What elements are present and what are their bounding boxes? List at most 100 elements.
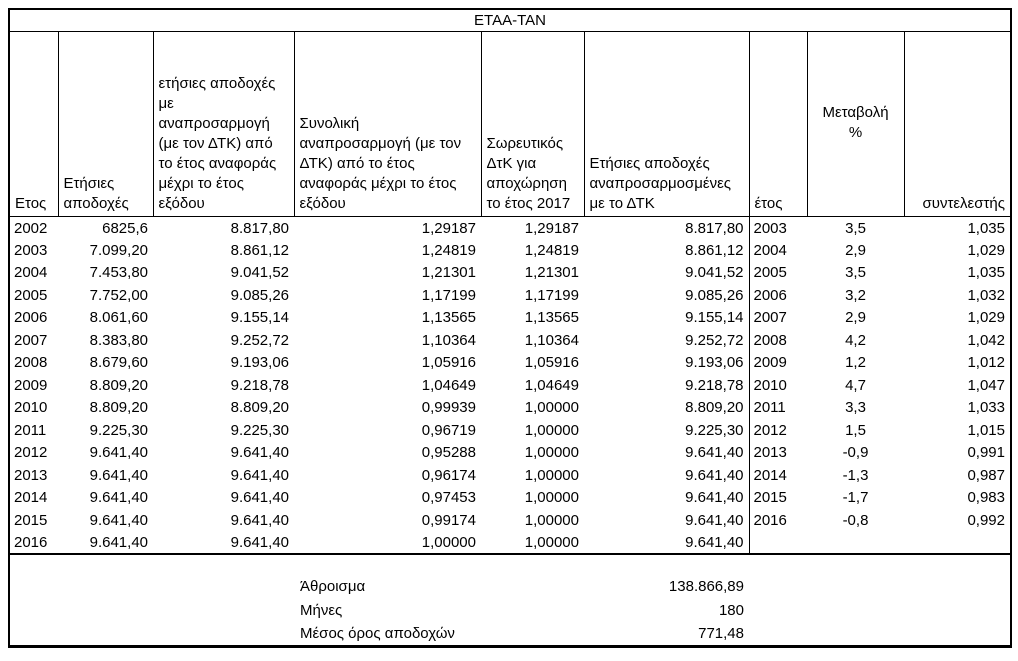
cell-readjusted-earnings: 8.817,80 (685, 219, 744, 237)
cell-adjusted-earnings: 9.641,40 (230, 511, 289, 529)
cell-cumulative-dtk: 1,00000 (524, 489, 579, 507)
cell-annual-earnings: 8.061,60 (89, 309, 148, 327)
cell-cumulative-dtk: 1,00000 (524, 511, 579, 529)
cell-annual-earnings: 7.099,20 (89, 241, 148, 259)
header-annual-earnings: Ετήσιες αποδοχές (57, 31, 154, 217)
cell-total-adjustment: 0,99939 (421, 399, 476, 417)
cell-annual-earnings: 8.679,60 (89, 354, 148, 372)
cell-cumulative-dtk: 1,21301 (524, 264, 579, 282)
summary-row-sum: Άθροισμα 138.866,89 (9, 574, 1011, 598)
header-right-year: έτος (748, 31, 808, 217)
cell-change-percent: 2,9 (845, 309, 866, 327)
cell-year: 2004 (14, 264, 48, 282)
cell-change-percent: 1,2 (845, 354, 866, 372)
cell-year: 2005 (14, 286, 48, 304)
cell-change-percent (807, 531, 904, 555)
cell-right-year: 2010 (748, 374, 807, 397)
summary-value: 180 (718, 601, 744, 619)
cell-total-adjustment: 1,13565 (421, 309, 476, 327)
spreadsheet-page: ΕΤΑΑ-ΤΑΝ Ετος Ετήσιες αποδοχές ετήσιες α… (0, 8, 1018, 661)
cell-total-adjustment: 0,96719 (421, 421, 476, 439)
cell-right-year: 2005 (748, 261, 807, 284)
table-row: 2002 6825,6 8.817,80 1,29187 1,29187 8.817,80… (9, 216, 1011, 239)
header-adjusted-earnings: ετήσιες αποδοχές με αναπροσαρμογή (με το… (152, 31, 295, 217)
header-total-adjustment: Συνολική αναπροσαρμογή (με τον ΔΤΚ) από … (293, 31, 482, 217)
cell-readjusted-earnings: 9.155,14 (685, 309, 744, 327)
summary-spacer-row (9, 554, 1011, 574)
table-row: 2011 9.225,30 9.225,30 0,96719 1,00000 9.225,… (9, 419, 1011, 442)
cell-change-percent: 2,9 (845, 241, 866, 259)
cell-cumulative-dtk: 1,00000 (524, 421, 579, 439)
cell-readjusted-earnings: 8.809,20 (685, 399, 744, 417)
cell-year: 2016 (9, 531, 58, 555)
cell-cumulative-dtk: 1,24819 (524, 241, 579, 259)
cell-change-percent: 3,5 (845, 264, 866, 282)
cell-annual-earnings: 8.809,20 (89, 376, 148, 394)
cell-annual-earnings: 9.641,40 (89, 489, 148, 507)
cell-right-year (748, 531, 807, 555)
table-row: 2012 9.641,40 9.641,40 0,95288 1,00000 9.641,… (9, 441, 1011, 464)
cell-year: 2009 (14, 376, 48, 394)
cell-annual-earnings: 9.641,40 (89, 511, 148, 529)
cell-total-adjustment: 0,97453 (421, 489, 476, 507)
cell-year: 2010 (14, 399, 48, 417)
cell-total-adjustment: 1,29187 (421, 219, 476, 237)
cell-adjusted-earnings: 8.817,80 (230, 219, 289, 237)
cell-cumulative-dtk: 1,00000 (524, 399, 579, 417)
summary-label: Μήνες (300, 601, 343, 619)
cell-cumulative-dtk: 1,00000 (481, 531, 584, 555)
table-row: 2008 8.679,60 9.193,06 1,05916 1,05916 9.193,… (9, 351, 1011, 374)
cell-right-year: 2008 (748, 329, 807, 352)
cell-adjusted-earnings: 9.155,14 (230, 309, 289, 327)
cell-change-percent: 4,7 (845, 376, 866, 394)
cell-total-adjustment: 0,99174 (421, 511, 476, 529)
cell-year: 2013 (14, 466, 48, 484)
cell-readjusted-earnings: 9.041,52 (685, 264, 744, 282)
summary-label: Άθροισμα (300, 577, 366, 595)
cell-total-adjustment: 1,05916 (421, 354, 476, 372)
cell-annual-earnings: 9.225,30 (89, 421, 148, 439)
table-row: 2009 8.809,20 9.218,78 1,04649 1,04649 9.218,… (9, 374, 1011, 397)
cell-right-year: 2014 (748, 464, 807, 487)
cell-adjusted-earnings: 9.641,40 (230, 444, 289, 462)
table-row: 2006 8.061,60 9.155,14 1,13565 1,13565 9.155,… (9, 306, 1011, 329)
cell-cumulative-dtk: 1,13565 (524, 309, 579, 327)
summary-value: 138.866,89 (668, 577, 744, 595)
cell-year: 2002 (14, 219, 48, 237)
header-year: Ετος (8, 31, 59, 217)
cell-total-adjustment: 1,04649 (421, 376, 476, 394)
cell-right-year: 2013 (748, 441, 807, 464)
cell-change-percent: -1,3 (842, 466, 869, 484)
cell-readjusted-earnings: 9.218,78 (685, 376, 744, 394)
cell-adjusted-earnings: 9.225,30 (230, 421, 289, 439)
cell-right-year: 2011 (748, 396, 807, 419)
title-row: ΕΤΑΑ-ΤΑΝ (9, 9, 1011, 32)
summary-row-average: Μέσος όρος αποδοχών 771,48 (9, 622, 1011, 646)
cell-adjusted-earnings: 9.085,26 (230, 286, 289, 304)
header-cumulative-dtk: Σωρευτικός ΔτΚ για αποχώρηση το έτος 201… (480, 31, 585, 217)
cell-adjusted-earnings: 9.641,40 (230, 489, 289, 507)
cell-readjusted-earnings: 9.641,40 (685, 466, 744, 484)
cell-adjusted-earnings: 9.641,40 (230, 466, 289, 484)
cell-readjusted-earnings: 9.641,40 (685, 444, 744, 462)
cell-annual-earnings: 6825,6 (102, 219, 148, 237)
cell-readjusted-earnings: 9.641,40 (584, 531, 749, 555)
cell-total-adjustment: 1,17199 (421, 286, 476, 304)
cell-coefficient: 0,991 (967, 444, 1005, 462)
cell-cumulative-dtk: 1,17199 (524, 286, 579, 304)
cell-annual-earnings: 9.641,40 (89, 466, 148, 484)
cell-change-percent: -1,7 (842, 489, 869, 507)
header-coefficient: συντελεστής (903, 31, 1012, 217)
cell-coefficient: 0,983 (967, 489, 1005, 507)
cell-change-percent: 3,2 (845, 286, 866, 304)
cell-year: 2014 (14, 489, 48, 507)
cell-change-percent: 3,5 (845, 219, 866, 237)
cell-readjusted-earnings: 9.225,30 (685, 421, 744, 439)
header-change-percent: Μεταβολή % (806, 31, 905, 217)
cell-year: 2015 (14, 511, 48, 529)
header-row: Ετος Ετήσιες αποδοχές ετήσιες αποδοχές μ… (8, 31, 1012, 217)
cell-coefficient: 0,987 (967, 466, 1005, 484)
summary-row-months: Μήνες 180 (9, 598, 1011, 622)
cell-adjusted-earnings: 8.809,20 (230, 399, 289, 417)
cell-coefficient: 1,035 (967, 264, 1005, 282)
